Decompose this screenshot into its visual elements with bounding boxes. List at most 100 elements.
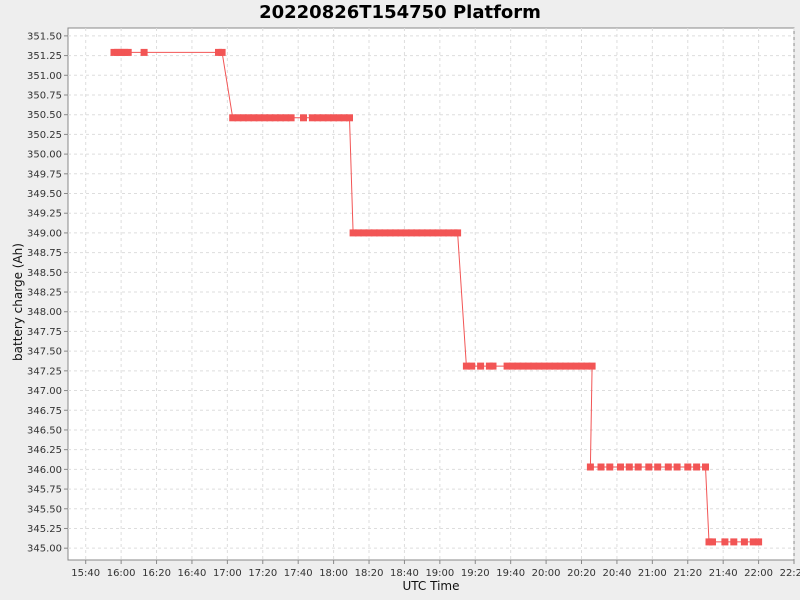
data-point	[418, 229, 426, 237]
data-point	[365, 229, 373, 237]
x-tick-label: 16:00	[107, 568, 136, 579]
x-tick-label: 18:00	[319, 568, 348, 579]
x-tick-label: 18:40	[390, 568, 419, 579]
data-point	[434, 229, 442, 237]
data-point	[282, 114, 290, 122]
x-tick-label: 17:40	[284, 568, 313, 579]
plot-area	[67, 27, 795, 561]
data-point	[261, 114, 269, 122]
y-tick-label: 351.00	[27, 71, 62, 82]
x-tick-label: 21:20	[673, 568, 702, 579]
data-point	[546, 362, 554, 370]
x-tick-label: 20:20	[567, 568, 596, 579]
data-point	[376, 229, 384, 237]
y-axis-title: battery charge (Ah)	[11, 243, 25, 361]
y-tick-label: 351.25	[27, 51, 62, 62]
y-tick-label: 348.75	[27, 248, 62, 259]
x-tick-label: 22:20	[780, 568, 800, 579]
data-point	[346, 114, 353, 122]
data-point	[397, 229, 405, 237]
data-point	[360, 229, 368, 237]
x-axis-title: UTC Time	[403, 579, 460, 593]
data-point	[215, 48, 222, 56]
x-tick-label: 16:40	[178, 568, 207, 579]
y-tick-label: 345.25	[27, 524, 62, 535]
data-point	[524, 362, 532, 370]
data-point	[578, 362, 585, 370]
data-point	[468, 362, 476, 370]
x-tick-label: 18:20	[355, 568, 384, 579]
x-tick-label: 19:40	[496, 568, 525, 579]
y-tick-label: 346.00	[27, 465, 62, 476]
data-point	[450, 229, 458, 237]
data-point	[551, 362, 559, 370]
data-point	[340, 114, 348, 122]
series-markers	[110, 48, 763, 546]
x-tick-label: 20:00	[532, 568, 561, 579]
x-axis: 15:40 16:00 16:20 16:40 17:00 17:20 17:40 18:00…	[71, 560, 800, 579]
data-point	[335, 114, 343, 122]
data-point	[250, 114, 258, 122]
y-tick-label: 347.00	[27, 386, 62, 397]
data-point	[530, 362, 538, 370]
data-point	[117, 48, 125, 56]
data-point	[402, 229, 410, 237]
data-point	[255, 114, 263, 122]
data-point	[271, 114, 279, 122]
x-tick-label: 17:20	[248, 568, 277, 579]
y-tick-label: 349.25	[27, 209, 62, 220]
x-tick-label: 21:00	[638, 568, 667, 579]
data-point	[124, 48, 132, 56]
y-tick-label: 350.75	[27, 90, 62, 101]
x-tick-label: 17:00	[213, 568, 242, 579]
y-tick-label: 348.50	[27, 268, 62, 279]
data-point	[429, 229, 437, 237]
x-tick-label: 20:40	[603, 568, 632, 579]
data-point	[645, 463, 653, 471]
data-point	[485, 362, 493, 370]
data-point	[597, 463, 605, 471]
y-tick-label: 345.75	[27, 485, 62, 496]
data-point	[300, 114, 307, 122]
x-tick-label: 22:00	[744, 568, 773, 579]
y-tick-label: 347.25	[27, 366, 62, 377]
y-tick-label: 350.50	[27, 110, 62, 121]
x-tick-label: 15:40	[71, 568, 100, 579]
data-point	[654, 463, 662, 471]
data-point	[445, 229, 453, 237]
data-point	[370, 229, 378, 237]
data-point	[562, 362, 570, 370]
x-tick-label: 19:00	[425, 568, 454, 579]
data-point	[439, 229, 447, 237]
data-point	[730, 538, 738, 546]
x-tick-label: 21:40	[709, 568, 738, 579]
data-point	[583, 362, 591, 370]
data-point	[308, 114, 316, 122]
data-point	[572, 362, 580, 370]
data-point	[535, 362, 543, 370]
data-point	[740, 538, 748, 546]
data-point	[424, 229, 431, 237]
chart-title: 20220826T154750 Platform	[259, 2, 541, 23]
y-tick-label: 345.50	[27, 504, 62, 515]
data-point	[386, 229, 394, 237]
y-tick-label: 348.25	[27, 288, 62, 299]
data-point	[140, 48, 148, 56]
data-point	[234, 114, 242, 122]
data-point	[709, 538, 716, 546]
data-point	[514, 362, 522, 370]
y-tick-label: 349.00	[27, 228, 62, 239]
data-point	[413, 229, 421, 237]
data-point	[684, 463, 692, 471]
y-tick-label: 350.25	[27, 130, 62, 141]
data-point	[693, 463, 701, 471]
data-point	[239, 114, 247, 122]
data-point	[617, 463, 624, 471]
data-point	[556, 362, 564, 370]
data-point	[462, 362, 470, 370]
x-tick-label: 16:20	[142, 568, 171, 579]
data-point	[625, 463, 633, 471]
data-point	[354, 229, 362, 237]
y-tick-label: 351.50	[27, 31, 62, 42]
